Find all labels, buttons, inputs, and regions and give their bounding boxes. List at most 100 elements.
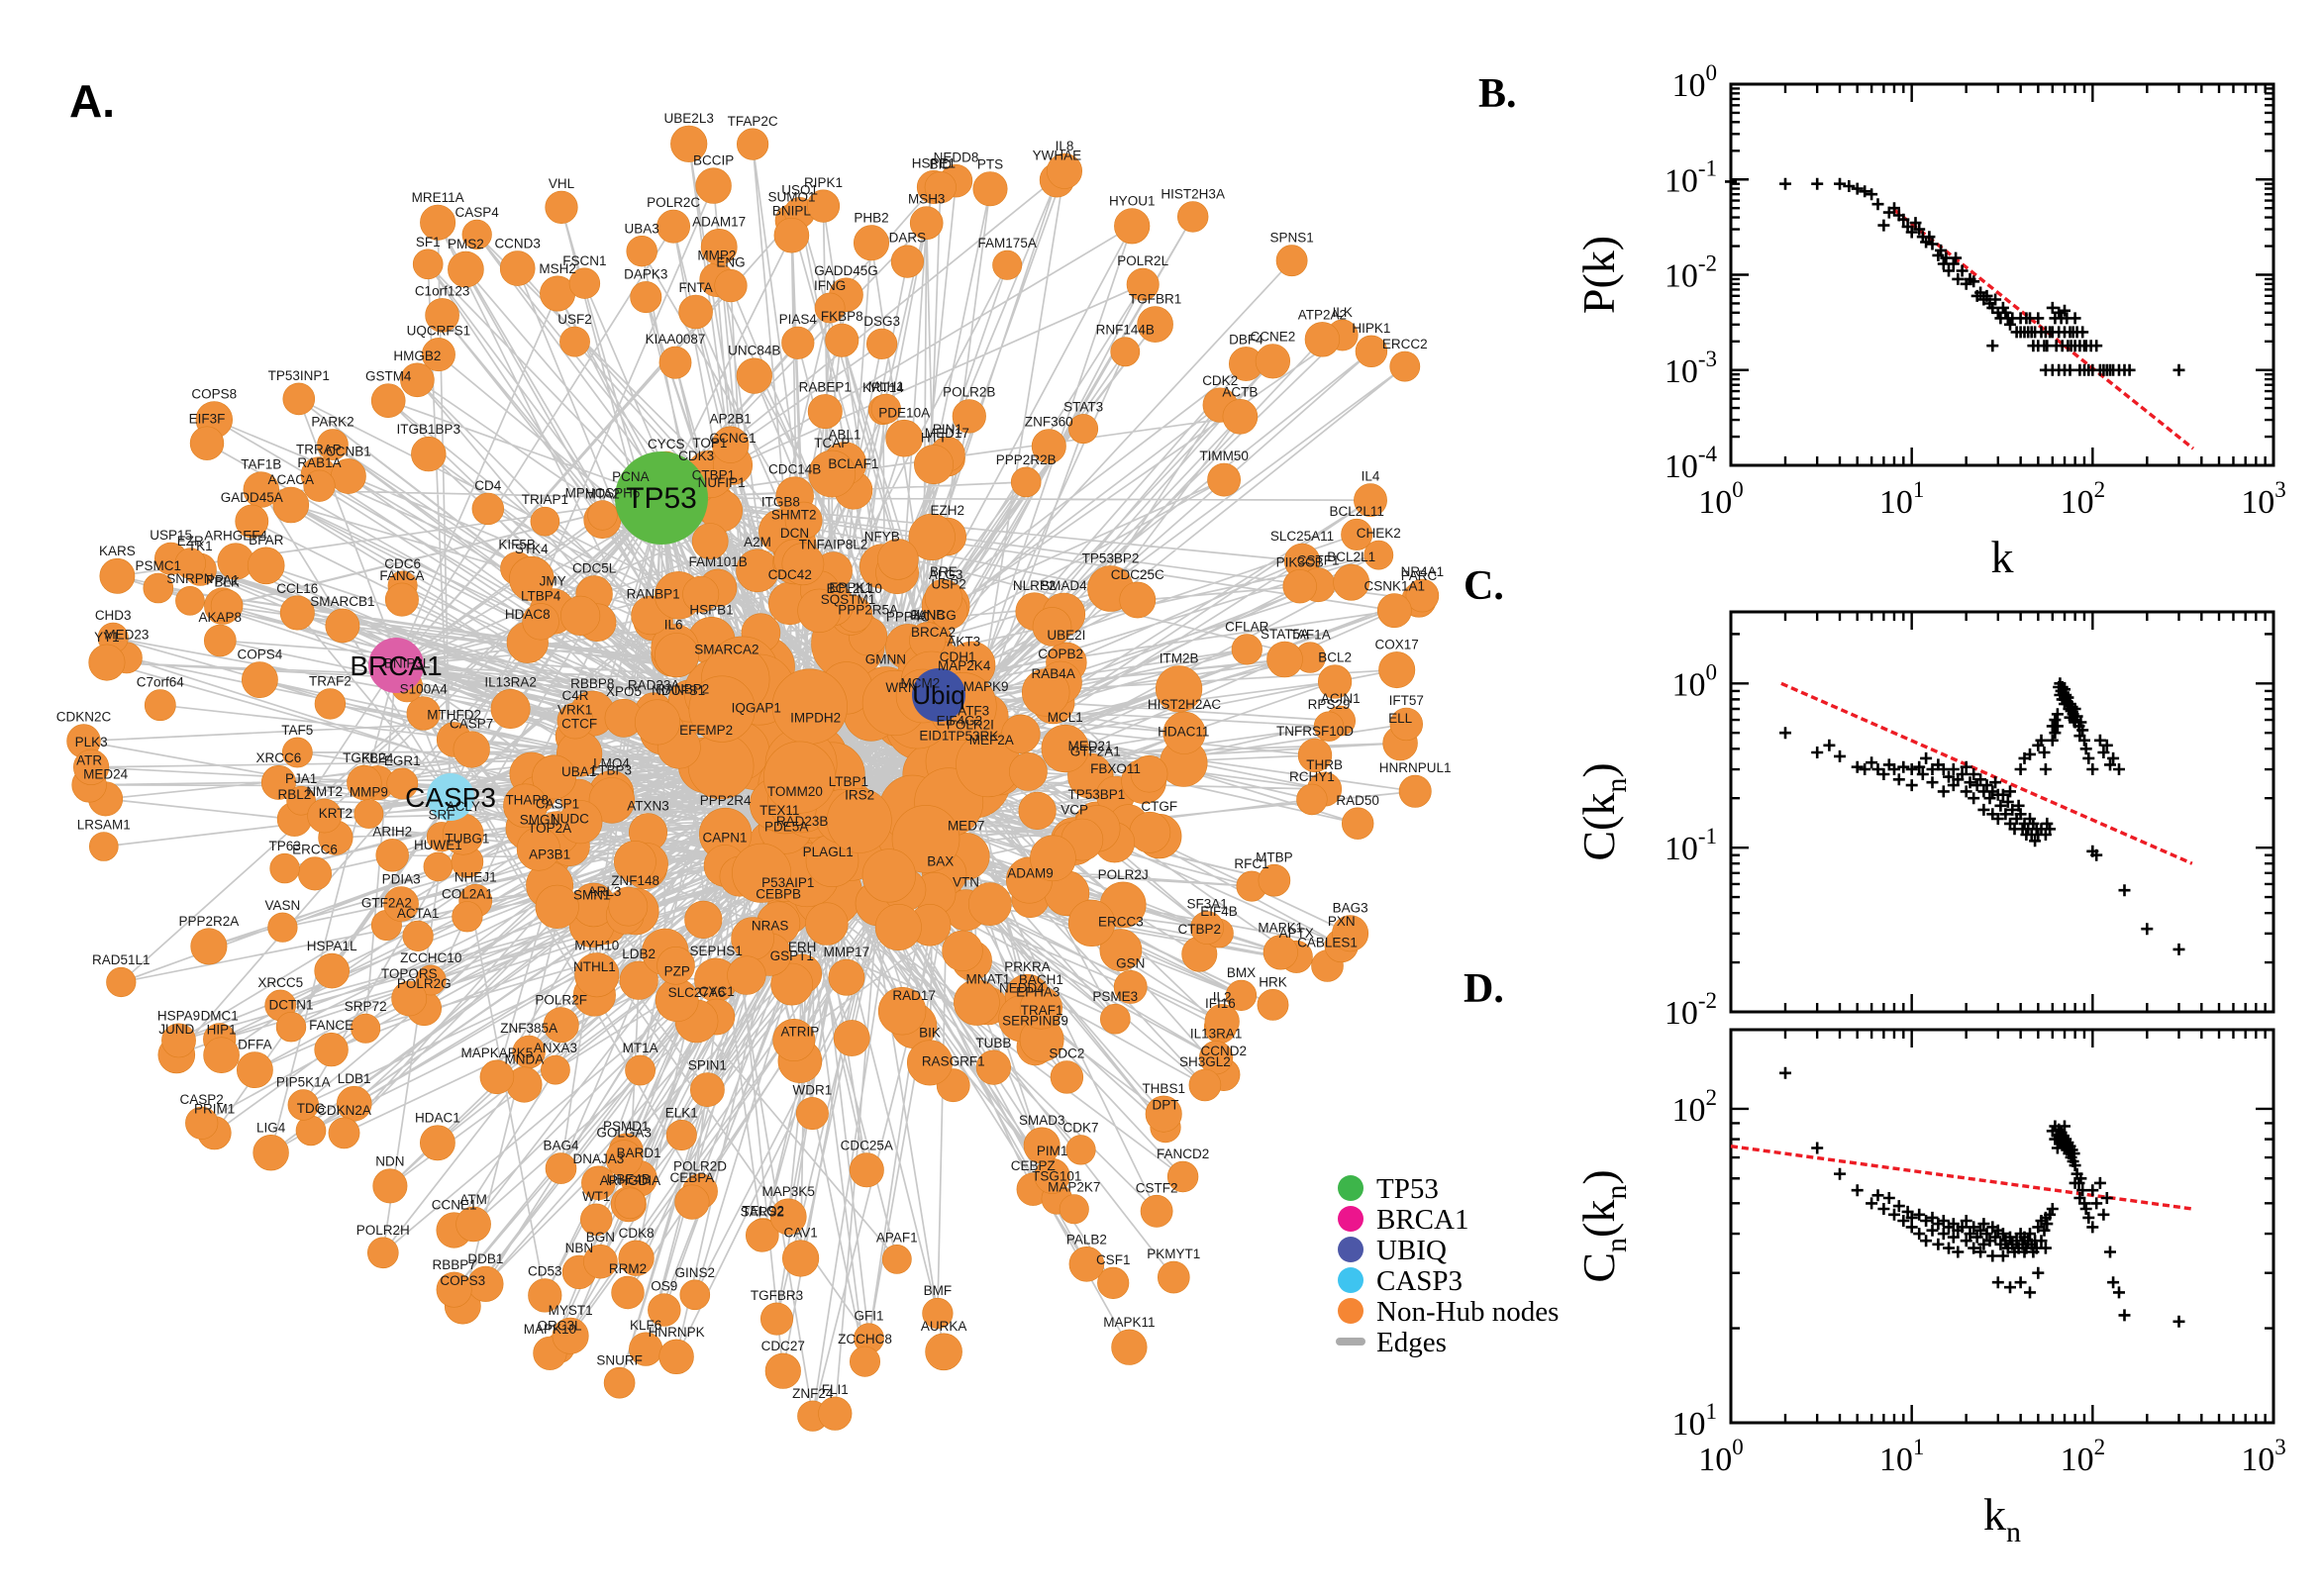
network-node [1304, 322, 1341, 357]
network-node-label: JUNB [910, 607, 945, 622]
network-node [175, 585, 205, 616]
network-node-label: SDC2 [1049, 1047, 1084, 1061]
network-node [826, 788, 892, 853]
network-node [781, 1240, 820, 1277]
network-node-label: APAF1 [876, 1230, 918, 1245]
network-node-label: ATM [459, 1192, 487, 1207]
network-node-label: IFI16 [1205, 996, 1236, 1011]
network-node [1313, 711, 1345, 742]
network-node-label: MRE11A [412, 190, 464, 205]
network-node-label: ACTB [1222, 384, 1258, 399]
network-node [764, 1352, 801, 1389]
network-node [924, 578, 963, 618]
legend-swatch-brca1 [1338, 1206, 1364, 1232]
network-node-label: USP15 [150, 528, 192, 543]
network-node-label: BAG4 [543, 1139, 579, 1153]
network-node-label: PDE5A [764, 819, 808, 834]
network-node-label: JMY [540, 574, 566, 589]
network-node-label: BCL2L11 [1330, 504, 1384, 519]
network-node [611, 1275, 645, 1310]
hub-label-ubiq: Ubiq [912, 680, 964, 710]
network-node-label: BARD1 [617, 1146, 661, 1160]
network-node-label: SMAD3 [1019, 1113, 1065, 1128]
network-node-label: ALG3 [929, 567, 963, 582]
network-node-label: MAPK9 [963, 679, 1009, 694]
network-node [665, 1120, 697, 1151]
network-node [461, 219, 492, 249]
network-node [415, 964, 447, 996]
network-node [1018, 791, 1057, 831]
network-node-label: PRIM1 [194, 1102, 235, 1117]
network-node-label: MTHFD2 [427, 708, 481, 723]
network-node-label: BCL2 [1318, 650, 1352, 665]
network-node-label: TK1 [188, 539, 213, 553]
network-node [1231, 634, 1262, 665]
network-node [853, 225, 889, 261]
network-node [975, 1049, 1012, 1085]
network-node [1097, 1266, 1130, 1299]
network-node [144, 689, 176, 722]
network-node-label: EZH2 [931, 503, 965, 518]
network-node-label: NMT2 [306, 784, 343, 799]
network-node-label: WRN [885, 680, 917, 695]
network-node [1050, 1060, 1084, 1094]
network-node-label: HIPK1 [1352, 321, 1390, 336]
network-node-label: BCL2L1 [1327, 549, 1375, 564]
axis-title: P(k) [1573, 236, 1624, 314]
network-node-label: HDAC1 [415, 1111, 460, 1126]
network-node [1389, 707, 1424, 742]
network-node [1333, 563, 1370, 601]
network-node [541, 1054, 570, 1085]
network-node [727, 955, 766, 995]
network-node [509, 555, 555, 602]
network-node-label: CDC25A [841, 1139, 893, 1153]
network-node-label: CDKN2C [56, 710, 112, 725]
network-node-label: UQCRFS1 [407, 323, 471, 338]
network-node [732, 843, 792, 903]
network-node-label: IL8 [1056, 139, 1074, 153]
network-node-label: APTX [1279, 926, 1314, 941]
legend-swatch-tp53 [1338, 1175, 1364, 1201]
network-node-label: RBBP7 [432, 1257, 475, 1272]
network-node-label: HSPB1 [689, 602, 733, 617]
hub-label-tp53: TP53 [626, 482, 697, 515]
network-node-label: ERCC2 [1382, 337, 1428, 351]
network-node [771, 668, 848, 745]
network-node [1145, 1095, 1182, 1133]
network-node-label: IL4 [1362, 469, 1380, 484]
legend-swatch-casp3 [1338, 1267, 1364, 1293]
network-node-label: ACTA1 [397, 906, 440, 921]
network-node-label: PMS2 [448, 237, 484, 251]
network-node [711, 426, 750, 463]
network-node [658, 1339, 694, 1375]
network-node-label: CDK2 [1202, 373, 1238, 388]
network-node-label: P53AIP1 [761, 875, 814, 890]
network-node-label: SEPHS1 [690, 944, 743, 958]
network-node-label: USF2 [557, 312, 592, 327]
network-node-label: DFFA [238, 1038, 272, 1052]
network-node [282, 382, 316, 416]
network-node-label: VHL [549, 176, 575, 191]
fit-line [1730, 1145, 2193, 1211]
network-node [1257, 989, 1289, 1021]
network-node [89, 832, 119, 861]
network-node-label: PSME3 [1092, 989, 1138, 1004]
network-node-label: MSH2 [539, 261, 576, 276]
network-node-label: IL6 [664, 618, 683, 633]
network-node [287, 1089, 319, 1121]
network-node [347, 764, 382, 801]
network-node-label: CEBPB [756, 887, 801, 902]
network-node [1041, 724, 1089, 773]
network-node-label: AKT3 [947, 635, 980, 649]
network-node-label: YWHAE [1033, 149, 1082, 163]
network-node [452, 901, 483, 933]
network-node-label: MEF2A [969, 733, 1014, 748]
network-node [581, 1165, 616, 1201]
network-node [269, 852, 300, 884]
network-node-label: EFEMP2 [679, 723, 733, 738]
network-node-label: TDG [297, 1101, 326, 1116]
network-node-label: CSTF1 [1297, 553, 1340, 568]
legend-swatch-nonhub [1338, 1298, 1364, 1324]
